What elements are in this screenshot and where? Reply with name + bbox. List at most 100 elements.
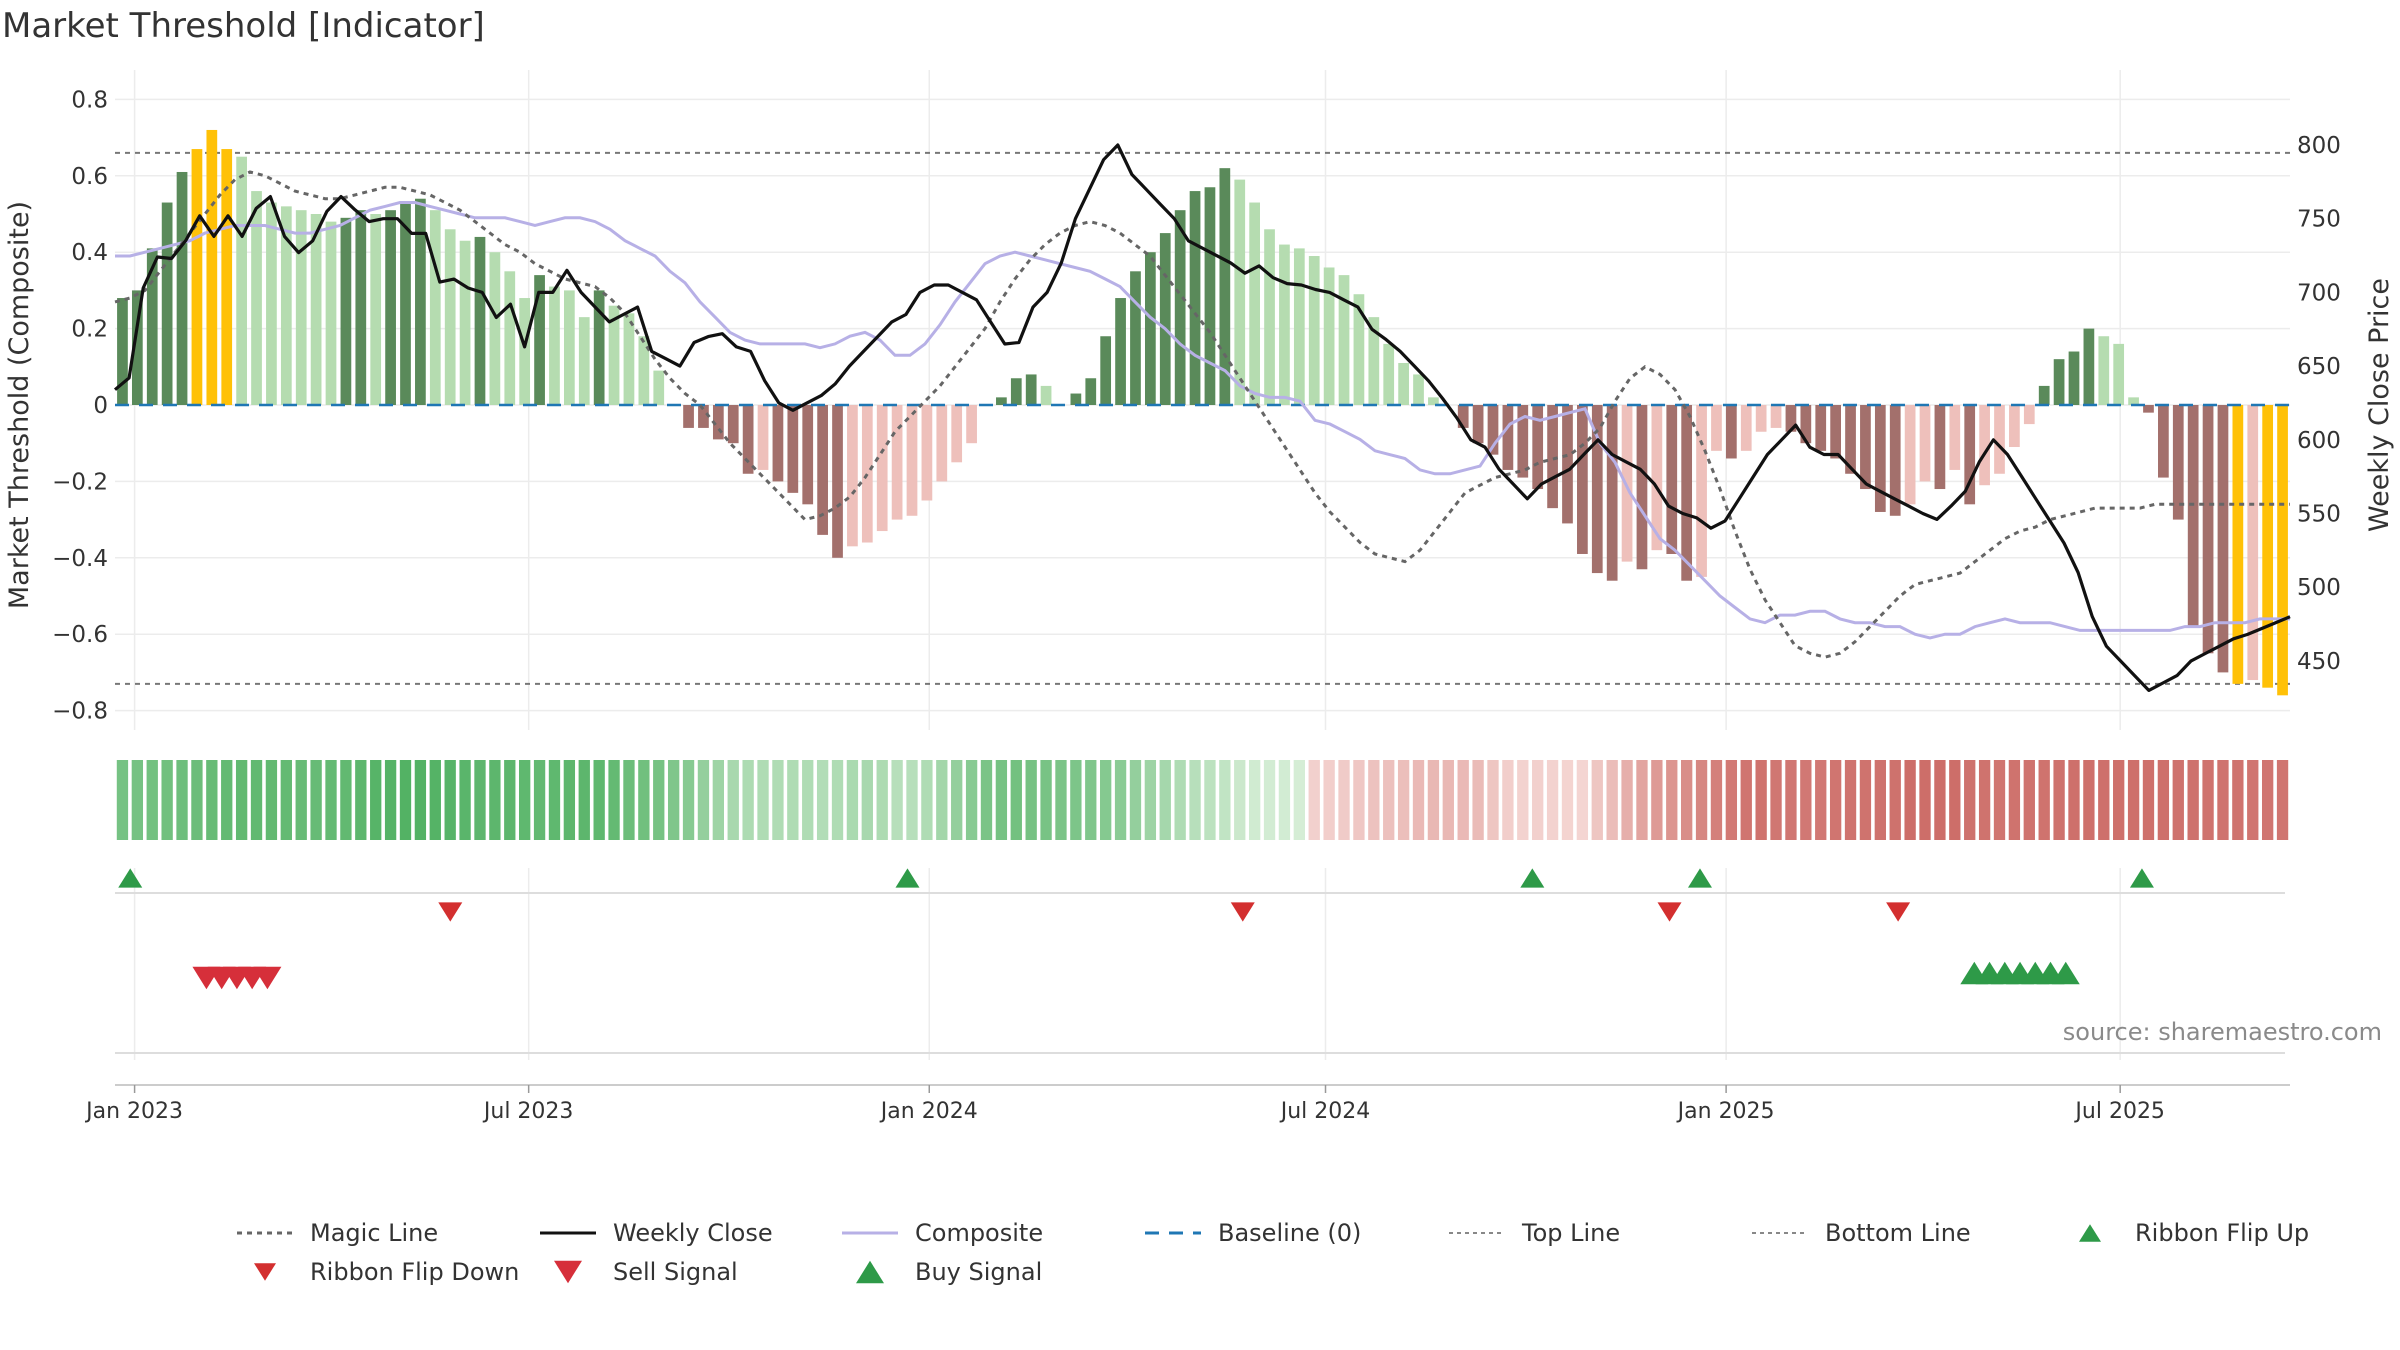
legend-label: Magic Line <box>310 1219 438 1247</box>
ribbon-cell <box>1561 760 1574 840</box>
histogram-bar <box>1100 336 1112 405</box>
ribbon-cell <box>340 760 352 840</box>
ribbon-cell <box>891 760 903 840</box>
ribbon-cell <box>1532 760 1544 840</box>
ribbon-cell <box>2142 760 2155 840</box>
histogram-bar <box>876 405 888 532</box>
grid-lines <box>115 70 2290 1060</box>
ribbon-cell <box>1085 760 1097 840</box>
histogram-bar <box>1130 271 1141 405</box>
ribbon-cell <box>1114 760 1127 840</box>
histogram-bar <box>1874 405 1886 512</box>
ribbon-cell <box>1770 760 1782 840</box>
ribbon-cell <box>906 760 918 840</box>
ribbon-cell <box>1248 760 1261 840</box>
legend: Magic Line Weekly Close Composite Baseline … <box>237 1219 2309 1286</box>
ribbon-cell <box>1740 760 1752 840</box>
histogram-bar <box>325 221 337 405</box>
histogram-bar <box>847 405 858 547</box>
histogram-bar <box>1234 179 1246 405</box>
histogram-bar <box>1979 405 1990 486</box>
x-tick-label: Jan 2024 <box>879 1099 978 1124</box>
ribbon-cell <box>2008 760 2021 840</box>
histogram-bar <box>951 405 963 463</box>
y-tick-label: 0.4 <box>71 240 108 266</box>
histogram-bar <box>2068 351 2080 405</box>
ribbon-cell <box>2172 760 2184 840</box>
ribbon-cell <box>2187 760 2199 840</box>
histogram-bar <box>2009 405 2020 448</box>
x-tick-label: Jul 2023 <box>482 1099 574 1124</box>
y-tick-label: 0 <box>93 393 108 419</box>
y2-tick-label: 800 <box>2297 133 2341 159</box>
ribbon-cell <box>1919 760 1931 840</box>
ribbon-cell <box>1189 760 1201 840</box>
histogram-bar <box>1621 405 1633 562</box>
ribbon-cell <box>861 760 873 840</box>
histogram-bar <box>772 405 784 482</box>
histogram-bar <box>444 229 456 405</box>
ribbon-flip-up-marker <box>2129 868 2154 888</box>
ribbon-cell <box>697 760 710 840</box>
ribbon-cell <box>1144 760 1157 840</box>
histogram-bar <box>400 202 411 405</box>
ribbon-cell <box>325 760 337 840</box>
histogram-bar <box>906 405 918 516</box>
legend-swatch <box>856 1260 884 1284</box>
ribbon-cell <box>459 760 471 840</box>
histogram-bar <box>698 405 709 428</box>
ribbon-cell <box>1829 760 1842 840</box>
histogram-bar <box>1681 405 1693 581</box>
sell-signal-marker <box>253 966 282 990</box>
ribbon-cell <box>1874 760 1886 840</box>
histogram-bar <box>1964 405 1976 505</box>
ribbon-cell <box>2127 760 2140 840</box>
ribbon-cell <box>2232 760 2244 840</box>
ribbon-cell <box>980 760 993 840</box>
ribbon-cell <box>593 760 605 840</box>
histogram-bar <box>802 405 814 505</box>
ribbon-cell <box>1755 760 1767 840</box>
signal-markers <box>118 868 2154 990</box>
ribbon-cell <box>1219 760 1231 840</box>
ribbon-cell <box>1427 760 1440 840</box>
y2-tick-label: 600 <box>2297 428 2341 454</box>
magic-line <box>114 170 2290 659</box>
histogram-bar <box>1919 405 1931 482</box>
ribbon-cell <box>444 760 456 840</box>
x-axis: Jan 2023 Jul 2023 Jan 2024 Jul 2024 Jan 2025… <box>84 1084 2290 1124</box>
legend-label: Sell Signal <box>613 1258 738 1286</box>
histogram-bar <box>1428 397 1439 405</box>
ribbon-cell <box>2157 760 2170 840</box>
histogram-bar <box>578 317 590 405</box>
y-tick-label: −0.4 <box>52 546 108 572</box>
histogram-bar <box>1577 405 1588 554</box>
ribbon-cell <box>1323 760 1335 840</box>
ribbon-cell <box>2098 760 2110 840</box>
histogram-bar <box>1532 405 1544 490</box>
ribbon-cell <box>1964 760 1976 840</box>
histogram-bar <box>653 370 665 405</box>
ribbon-cell <box>921 760 933 840</box>
ribbon-cell <box>2276 760 2289 840</box>
ribbon-cell <box>429 760 441 840</box>
histogram-bar <box>146 248 158 405</box>
histogram-bar <box>176 171 188 405</box>
ribbon-cell <box>1487 760 1499 840</box>
ribbon-cell <box>310 760 322 840</box>
ribbon-cell <box>1263 760 1276 840</box>
ribbon-cell <box>1993 760 2006 840</box>
histogram-bar <box>2202 405 2214 654</box>
histogram-bar <box>1398 362 1409 405</box>
histogram-bar <box>1383 343 1395 405</box>
ribbon-cell <box>2053 760 2065 840</box>
legend-label: Ribbon Flip Down <box>310 1258 519 1286</box>
ribbon-cell <box>1368 760 1380 840</box>
weekly-close-line <box>113 143 2291 693</box>
ribbon-cell <box>995 760 1008 840</box>
histogram-bar <box>1502 405 1514 470</box>
histogram-bar <box>1159 233 1171 405</box>
histogram-bar <box>549 286 560 405</box>
histogram-bar <box>787 405 799 493</box>
